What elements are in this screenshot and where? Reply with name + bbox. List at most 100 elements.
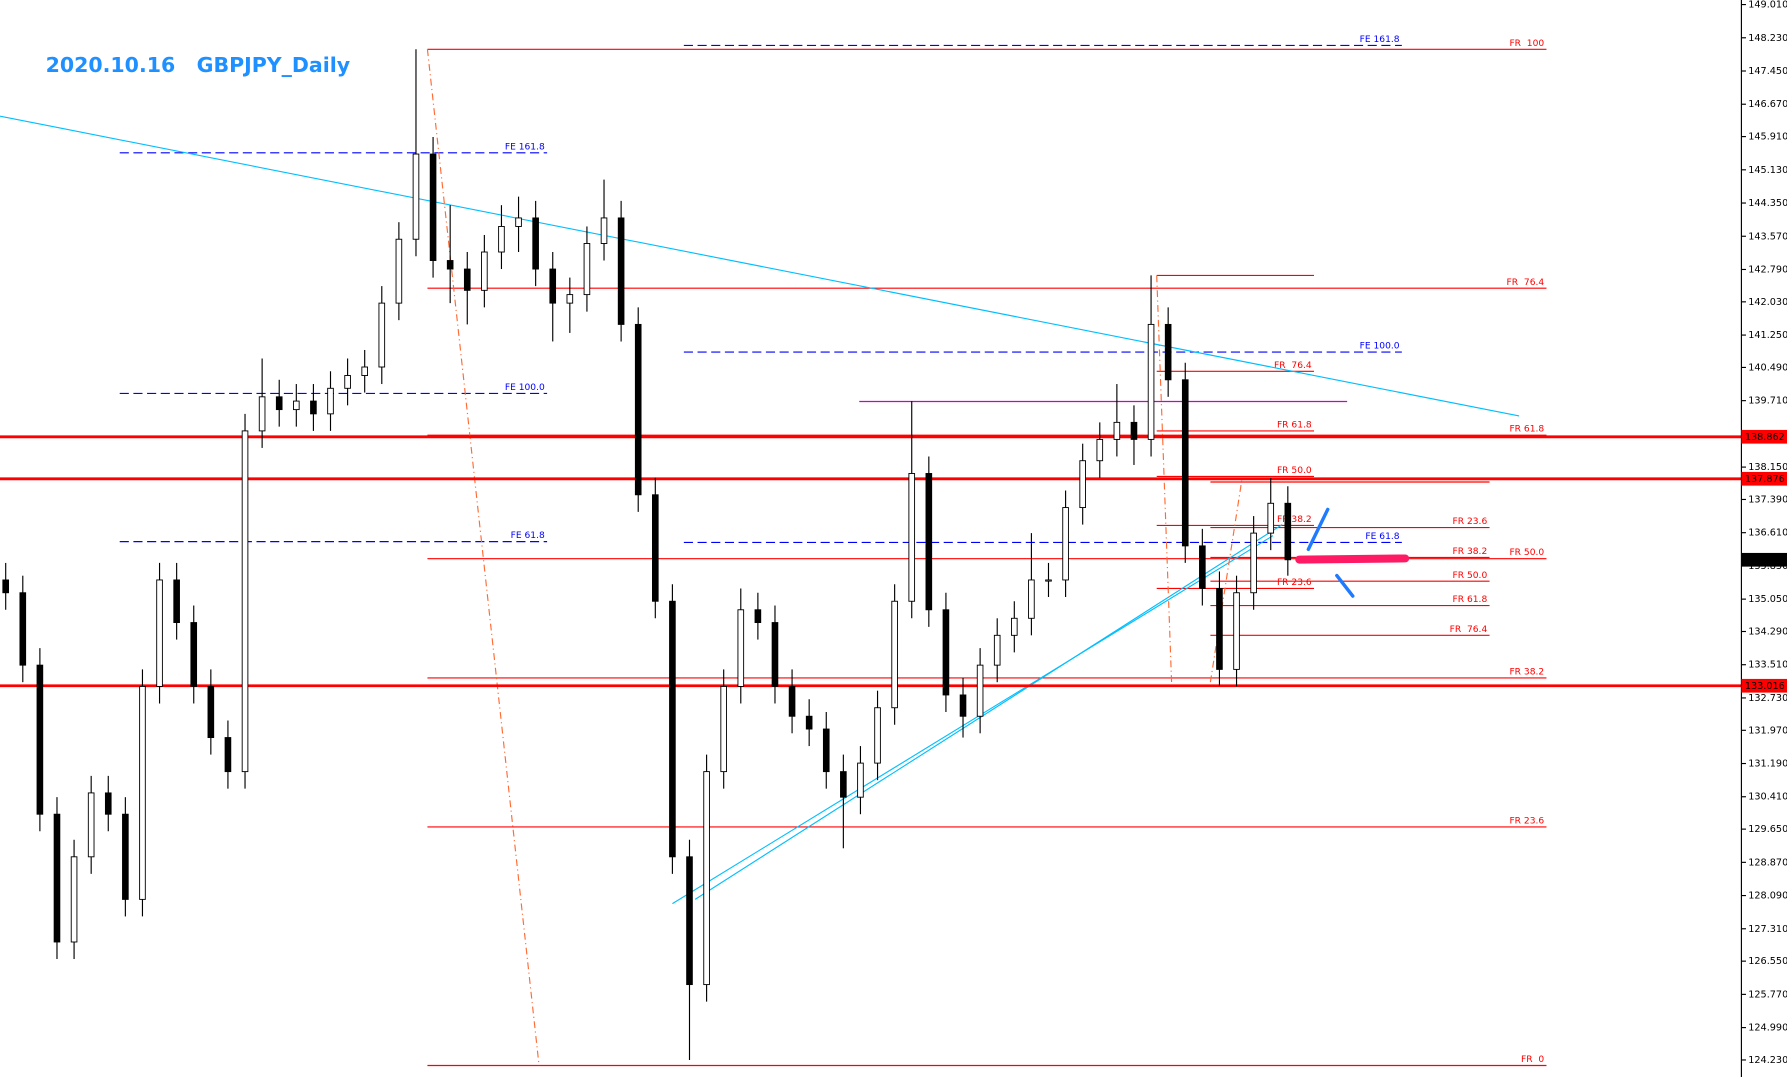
y-tick-label: 144.350 [1748, 198, 1787, 209]
candle-body [532, 217, 539, 270]
y-tick-label: 128.090 [1748, 891, 1787, 902]
y-tick-label: 138.150 [1748, 462, 1787, 473]
candle-body [258, 396, 266, 432]
y-tick-label: 137.390 [1748, 494, 1787, 505]
trendline [0, 115, 1520, 417]
candle-body [1113, 421, 1121, 440]
candle-body [463, 268, 471, 291]
y-tick-label: 142.030 [1748, 297, 1787, 308]
y-tick-label: 132.730 [1748, 693, 1787, 704]
candle-body [874, 707, 881, 764]
candle-body [959, 694, 967, 717]
level-label: FR 50.0 [1509, 548, 1544, 558]
candle-body [686, 856, 693, 986]
candle-body [310, 400, 317, 415]
candle-body [36, 664, 44, 815]
y-tick-label: 147.450 [1748, 66, 1787, 77]
candle-body [583, 243, 591, 296]
y-tick-label: 136.610 [1748, 528, 1787, 539]
candle-body [378, 302, 386, 368]
candle-body [122, 813, 129, 900]
price-label: 138.862 [1745, 432, 1785, 443]
y-tick-label: 131.190 [1748, 759, 1787, 770]
level-label: FE 61.8 [511, 531, 545, 541]
candle-body [1181, 379, 1189, 547]
candle-body [908, 473, 916, 602]
y-tick-label: 140.490 [1748, 362, 1787, 373]
y-tick-label: 125.770 [1748, 989, 1787, 1000]
y-tick-label: 145.130 [1748, 165, 1787, 176]
price-label-box [1741, 471, 1787, 486]
candle-body [1010, 617, 1018, 636]
level-label: FE 161.8 [505, 142, 545, 152]
level-label: FR 23.6 [1509, 817, 1544, 827]
hand-stroke [1335, 573, 1355, 598]
candle-body [104, 792, 112, 815]
trendline [694, 524, 1283, 900]
candle-body [395, 238, 403, 304]
candle-body [2, 579, 10, 594]
candle-body [446, 260, 454, 270]
y-tick-label: 124.990 [1748, 1023, 1787, 1034]
candle-body [498, 226, 505, 253]
y-tick-label: 133.510 [1748, 660, 1787, 671]
level-label: FE 100.0 [1360, 342, 1400, 352]
candle-body [634, 323, 642, 496]
level-label: FE 61.8 [1365, 532, 1399, 542]
candle-body [805, 715, 813, 730]
trendline [1209, 477, 1243, 683]
candle-body [173, 579, 180, 624]
level-label: FR 38.2 [1509, 668, 1544, 678]
level-label: FR 23.6 [1453, 517, 1488, 527]
y-tick-label: 131.970 [1748, 725, 1787, 736]
candle-body [361, 366, 368, 376]
candle-body [481, 251, 488, 291]
plot-area: FR 100 FR 76.4 FR 61.8 FR 50.0 FR 38.2 FR 23.… [0, 35, 1742, 1067]
candle-body [617, 217, 625, 325]
candle-body [1164, 323, 1172, 381]
candle-body [275, 396, 283, 411]
candle-body [737, 609, 745, 687]
y-tick-label: 142.790 [1748, 264, 1787, 275]
trendline [672, 535, 1274, 905]
y-tick-label: 145.910 [1748, 132, 1787, 143]
candle-body [190, 622, 198, 687]
candle-body [429, 153, 437, 261]
y-tick-label: 127.310 [1748, 924, 1787, 935]
candle-body [925, 473, 933, 611]
candle-body [1199, 545, 1206, 589]
candle-body [207, 685, 215, 739]
level-label: FR 23.6 [1277, 578, 1312, 588]
y-tick-label: 126.550 [1748, 956, 1787, 967]
candle-body [840, 771, 847, 798]
candle-body [1147, 323, 1155, 440]
candle-body [139, 685, 146, 900]
candle-body [652, 494, 659, 602]
candle-body [293, 400, 300, 411]
candle-body [1130, 421, 1138, 440]
candle-body [1216, 588, 1223, 670]
candle-body [1250, 532, 1257, 594]
price-label-box [1741, 429, 1787, 444]
candle-body [703, 771, 710, 986]
candle-body [1062, 507, 1069, 581]
price-label: 133.016 [1745, 681, 1785, 692]
candle-body [549, 268, 557, 304]
y-tick-label: 135.050 [1748, 594, 1787, 605]
candle-body [327, 387, 334, 415]
candle-body [70, 856, 78, 943]
y-tick-label: 134.290 [1748, 626, 1787, 637]
y-tick-label: 129.650 [1748, 824, 1787, 835]
candle-body [1233, 592, 1240, 670]
candle-body [344, 375, 351, 389]
level-label: FR 76.4 [1274, 361, 1312, 371]
level-label: FR 100 [1509, 39, 1544, 49]
y-tick-label: 124.230 [1748, 1055, 1787, 1066]
candle-body [942, 609, 950, 696]
candle-body [771, 622, 779, 687]
level-label: FR 61.8 [1277, 420, 1312, 430]
y-tick-label: 148.230 [1748, 33, 1787, 44]
y-tick-label: 128.870 [1748, 857, 1787, 868]
